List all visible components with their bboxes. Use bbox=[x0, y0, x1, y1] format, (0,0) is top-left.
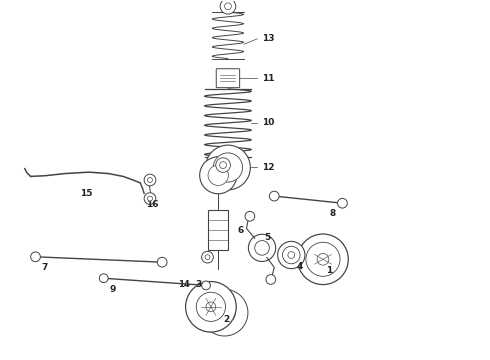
Ellipse shape bbox=[144, 193, 156, 204]
Text: 8: 8 bbox=[330, 210, 336, 219]
Ellipse shape bbox=[266, 275, 276, 284]
Ellipse shape bbox=[186, 282, 236, 332]
Ellipse shape bbox=[288, 252, 294, 258]
Ellipse shape bbox=[147, 177, 152, 183]
Text: 12: 12 bbox=[262, 163, 274, 172]
Ellipse shape bbox=[205, 145, 250, 190]
Ellipse shape bbox=[283, 246, 300, 264]
Ellipse shape bbox=[245, 211, 255, 221]
Ellipse shape bbox=[216, 158, 230, 172]
Ellipse shape bbox=[157, 257, 167, 267]
Ellipse shape bbox=[214, 302, 235, 323]
Ellipse shape bbox=[201, 289, 248, 336]
FancyBboxPatch shape bbox=[216, 69, 240, 87]
FancyBboxPatch shape bbox=[208, 210, 228, 249]
Ellipse shape bbox=[202, 251, 213, 263]
Text: 9: 9 bbox=[109, 285, 116, 294]
Ellipse shape bbox=[278, 242, 305, 269]
Text: 11: 11 bbox=[262, 74, 274, 83]
Ellipse shape bbox=[30, 252, 40, 262]
Ellipse shape bbox=[99, 274, 108, 283]
Text: 7: 7 bbox=[41, 263, 48, 272]
Ellipse shape bbox=[317, 253, 329, 265]
Text: 5: 5 bbox=[264, 233, 270, 242]
Ellipse shape bbox=[270, 191, 279, 201]
Ellipse shape bbox=[220, 0, 236, 14]
Text: 13: 13 bbox=[262, 35, 274, 44]
Ellipse shape bbox=[248, 234, 276, 261]
Ellipse shape bbox=[224, 3, 231, 10]
Ellipse shape bbox=[220, 162, 226, 168]
Text: 15: 15 bbox=[80, 189, 93, 198]
Text: 1: 1 bbox=[326, 266, 332, 275]
Ellipse shape bbox=[196, 292, 225, 321]
Ellipse shape bbox=[338, 198, 347, 208]
Ellipse shape bbox=[306, 242, 340, 276]
Ellipse shape bbox=[213, 153, 243, 182]
Ellipse shape bbox=[255, 240, 270, 255]
Text: 16: 16 bbox=[146, 200, 159, 209]
Text: 3: 3 bbox=[196, 280, 202, 289]
Ellipse shape bbox=[200, 157, 237, 194]
Text: 14: 14 bbox=[178, 280, 190, 289]
Text: 4: 4 bbox=[296, 262, 303, 271]
Text: 10: 10 bbox=[262, 118, 274, 127]
Ellipse shape bbox=[147, 196, 152, 201]
Ellipse shape bbox=[144, 174, 156, 186]
Ellipse shape bbox=[297, 234, 348, 285]
Ellipse shape bbox=[208, 165, 228, 185]
Text: 6: 6 bbox=[237, 226, 243, 235]
Ellipse shape bbox=[206, 302, 216, 312]
Ellipse shape bbox=[202, 281, 210, 290]
Ellipse shape bbox=[205, 255, 210, 260]
Text: 2: 2 bbox=[223, 315, 230, 324]
